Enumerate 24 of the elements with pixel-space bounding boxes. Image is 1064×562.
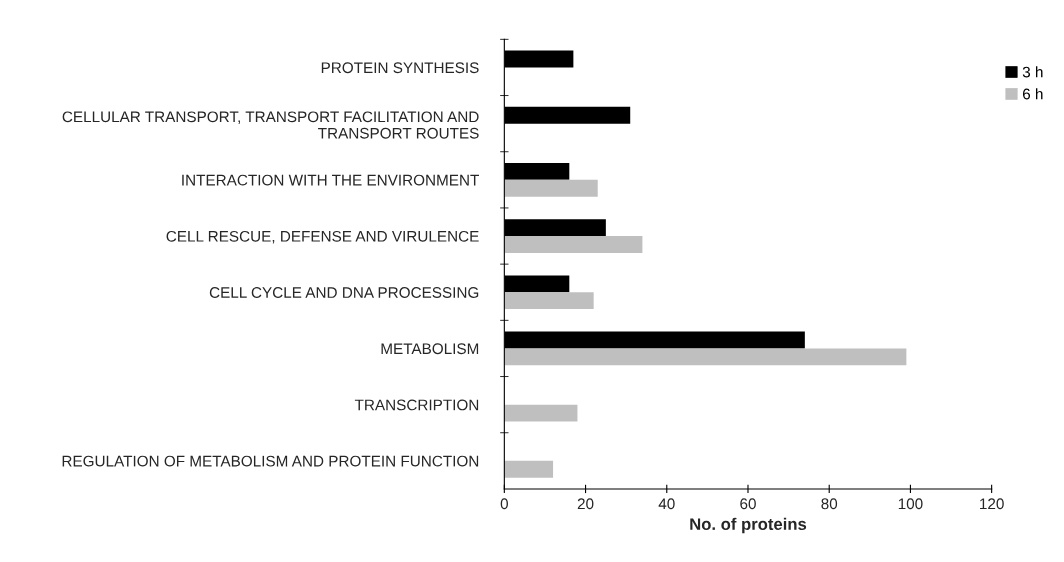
x-tick-label: 120 (980, 498, 1004, 510)
x-tick-label: 20 (577, 498, 594, 510)
y-tick-label: CELLULAR TRANSPORT, TRANSPORT FACILITATION AND TRANSPORT ROUTES (62, 111, 479, 139)
bar (504, 348, 907, 366)
bar (504, 292, 594, 310)
x-tick-label: 60 (740, 498, 756, 510)
y-tick-label: INTERACTION WITH THE ENVIRONMENT (182, 174, 479, 186)
y-tick-label: TRANSCRIPTION (354, 399, 479, 411)
legend-label: 6 h (1022, 88, 1043, 100)
bar (504, 460, 554, 478)
y-tick-label: REGULATION OF METABOLISM AND PROTEIN FUNCTION (62, 455, 479, 467)
y-tick-label: PROTEIN SYNTHESIS (321, 62, 479, 74)
y-tick-label: METABOLISM (381, 343, 479, 355)
bar (504, 236, 643, 253)
legend-label: 3 h (1022, 66, 1043, 78)
x-tick-label: 40 (658, 498, 675, 510)
x-tick-label: 100 (898, 498, 923, 510)
x-tick-label: 80 (821, 498, 838, 510)
bar (504, 179, 598, 197)
y-tick-label: CELL CYCLE AND DNA PROCESSING (209, 287, 479, 298)
y-tick-label: CELL RESCUE, DEFENSE AND VIRULENCE (166, 230, 479, 244)
bar (504, 404, 578, 422)
x-tick-label: 0 (500, 498, 508, 510)
x-axis-title: No. of proteins (690, 517, 807, 534)
